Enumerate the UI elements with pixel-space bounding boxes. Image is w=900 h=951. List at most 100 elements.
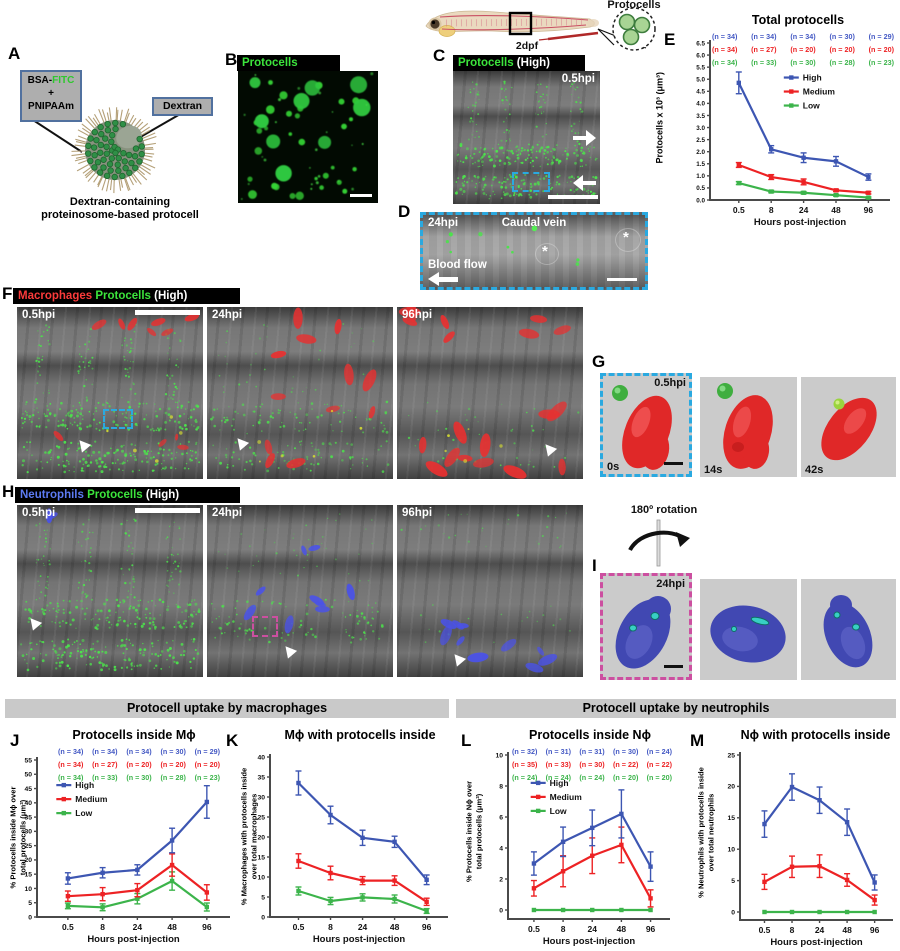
svg-text:Hours post-injection: Hours post-injection [313, 934, 406, 945]
svg-text:30: 30 [24, 829, 32, 836]
zoom-region-box [252, 616, 278, 637]
svg-text:Hours post-injection: Hours post-injection [87, 934, 180, 945]
chart-n-values: (n = 32) (n = 31) (n = 31) (n = 30) (n = 24)… [512, 745, 672, 784]
n-values-row: (n = 34) (n = 34) (n = 34) (n = 30) (n = 29) [58, 747, 220, 756]
panel-h-label: H [2, 482, 15, 501]
plus-sign: + [48, 88, 54, 99]
panel-b-image [238, 71, 378, 203]
macrophage-3d-render [717, 383, 773, 469]
svg-text:10: 10 [257, 874, 265, 881]
svg-text:6.0: 6.0 [696, 52, 705, 59]
svg-text:96: 96 [422, 922, 432, 932]
svg-text:24: 24 [815, 925, 825, 935]
cell-outline [535, 243, 559, 265]
svg-text:96: 96 [864, 205, 874, 215]
panel-a-label: A [8, 44, 21, 63]
svg-text:5.5: 5.5 [696, 64, 705, 71]
panel-i-frame-2 [700, 579, 797, 680]
svg-text:40: 40 [257, 754, 265, 761]
svg-text:35: 35 [24, 814, 32, 821]
svg-text:0.5: 0.5 [528, 924, 540, 934]
svg-text:4.5: 4.5 [696, 89, 705, 96]
asterisk: * [623, 229, 629, 246]
bsa-fitc-line: BSA-FITC [27, 75, 75, 86]
chart-title: Total protocells [751, 13, 845, 27]
chart-y-axis-label: % Protocells inside Nϕ over total protoc… [464, 780, 484, 883]
n-values-row: (n = 34) (n = 34) (n = 34) (n = 30) (n = 29) [712, 32, 894, 41]
fluorescence-overlay [400, 512, 571, 673]
svg-text:4.0: 4.0 [696, 101, 705, 108]
svg-text:2: 2 [499, 876, 503, 883]
svg-text:55: 55 [24, 757, 32, 764]
svg-text:6: 6 [499, 814, 503, 821]
svg-text:0.5: 0.5 [293, 922, 305, 932]
svg-text:Low: Low [550, 806, 567, 816]
svg-text:48: 48 [390, 922, 400, 932]
protocell-icon [633, 16, 651, 34]
svg-text:Medium: Medium [550, 792, 583, 802]
svg-text:96: 96 [202, 922, 212, 932]
fluorescence-overlay [211, 513, 384, 644]
panel-d-caudal-vein-image: 24hpi Caudal vein Blood flow * * [420, 212, 648, 290]
zoom-region-box [512, 172, 550, 192]
svg-text:15: 15 [257, 854, 265, 861]
svg-text:24: 24 [133, 922, 143, 932]
svg-text:0.0: 0.0 [696, 197, 705, 204]
fitc-label: FITC [52, 75, 75, 86]
scale-bar [664, 665, 683, 668]
svg-text:Hours post-injection: Hours post-injection [543, 936, 636, 947]
svg-text:3.5: 3.5 [696, 113, 705, 120]
chart-J-plot: 0 5 10 15 20 25 30 35 40 45 50 55 0.5 8 24 48 96 Hours po… [24, 757, 230, 945]
panel-e-label: E [664, 30, 676, 49]
svg-text:25: 25 [257, 814, 265, 821]
zebrafish-illustration [425, 10, 599, 41]
panel-f-image-24hpi: 24hpi [207, 307, 393, 479]
svg-text:0.5: 0.5 [62, 922, 74, 932]
chart-title: Mϕ with protocells inside [284, 728, 436, 742]
svg-text:45: 45 [24, 786, 32, 793]
protocell-sphere [717, 383, 733, 399]
tail-fin [587, 19, 599, 27]
svg-text:8: 8 [561, 924, 566, 934]
chart-title: Protocells inside Nϕ [529, 728, 651, 742]
scale-bar [664, 462, 683, 465]
svg-text:Low: Low [803, 101, 820, 111]
frame-time-label: 0s [607, 461, 620, 473]
panel-g-frame-3: 42s [801, 377, 896, 477]
panel-g-label: G [592, 352, 606, 371]
panel-h-image-96hpi: 96hpi [397, 505, 583, 677]
svg-text:8: 8 [328, 922, 333, 932]
svg-text:6.5: 6.5 [696, 40, 705, 47]
yolk-sac [438, 25, 456, 37]
zoom-region-box [103, 409, 133, 429]
svg-text:8: 8 [769, 205, 774, 215]
protocell-inclusion [852, 623, 860, 631]
rotation-label: 180º rotation [630, 504, 698, 516]
inset-title: Protocells [607, 0, 661, 11]
pnipaam-label: PNIPAAm [28, 101, 74, 112]
protocell-sphere [612, 385, 628, 401]
svg-text:Medium: Medium [75, 794, 108, 804]
roi-box [508, 11, 533, 36]
chart-K-plot: 0 5 10 15 20 25 30 35 40 0.5 8 24 48 96 Hours post-inj… [257, 754, 448, 945]
chart-y-axis-label: % Neutrophils with protocells inside ove… [696, 767, 716, 898]
chart-y-axis-label: Protocells x 10³ (μm³) [654, 71, 665, 164]
panel-m-label: M [690, 731, 705, 750]
protocell-inclusion [833, 611, 841, 619]
svg-text:15: 15 [727, 815, 735, 822]
svg-text:20: 20 [257, 834, 265, 841]
svg-text:5.0: 5.0 [696, 77, 705, 84]
scale-bar [607, 277, 637, 281]
panel-a-caption: Dextran-containing proteinosome-based pr… [41, 196, 199, 222]
panel-g-frame-2: 14s [700, 377, 797, 477]
svg-text:40: 40 [24, 800, 32, 807]
svg-text:5: 5 [261, 894, 265, 901]
scale-bar [350, 193, 372, 197]
svg-text:96: 96 [870, 925, 880, 935]
timepoint-label: 24hpi [428, 217, 459, 229]
protocell-inclusion [650, 612, 660, 620]
protocells-inset [597, 7, 656, 51]
svg-text:8: 8 [100, 922, 105, 932]
chart-n-values: (n = 34) (n = 34) (n = 34) (n = 30) (n = 29)… [58, 745, 220, 784]
macrophage-3d-render [612, 385, 672, 470]
